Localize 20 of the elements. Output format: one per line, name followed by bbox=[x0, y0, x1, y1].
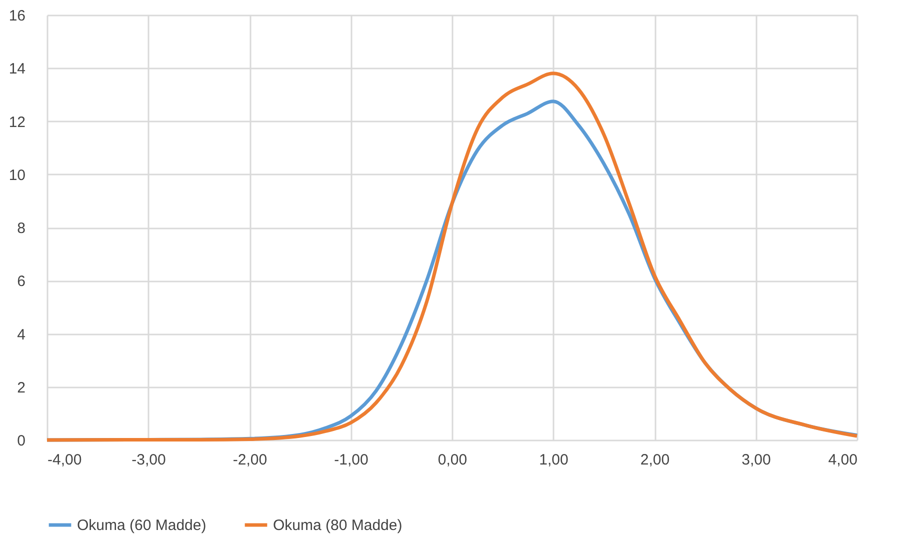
x-tick-label: 2,00 bbox=[640, 452, 670, 468]
x-tick-label: -2,00 bbox=[232, 452, 268, 468]
x-tick-label: 4,00 bbox=[828, 452, 858, 468]
x-tick-label: -4,00 bbox=[48, 452, 82, 468]
y-tick-label: 4 bbox=[17, 326, 26, 344]
y-tick-label: 10 bbox=[8, 166, 26, 184]
y-tick-label: 2 bbox=[17, 379, 26, 396]
x-tick-label: 1,00 bbox=[539, 452, 568, 468]
y-tick-label: 12 bbox=[8, 114, 26, 131]
legend-label: Okuma (60 Madde) bbox=[77, 517, 206, 534]
x-tick-label: -1,00 bbox=[334, 452, 368, 468]
x-tick-label: 0,00 bbox=[438, 452, 468, 468]
y-tick-label: 14 bbox=[8, 60, 26, 78]
y-tick-label: 8 bbox=[17, 220, 26, 237]
y-tick-label: 16 bbox=[8, 8, 26, 24]
y-tick-label: 0 bbox=[17, 432, 26, 450]
legend-label: Okuma (80 Madde) bbox=[273, 517, 402, 534]
x-tick-label: -3,00 bbox=[132, 452, 166, 468]
y-tick-label: 6 bbox=[17, 273, 26, 290]
x-tick-label: 3,00 bbox=[742, 452, 771, 468]
